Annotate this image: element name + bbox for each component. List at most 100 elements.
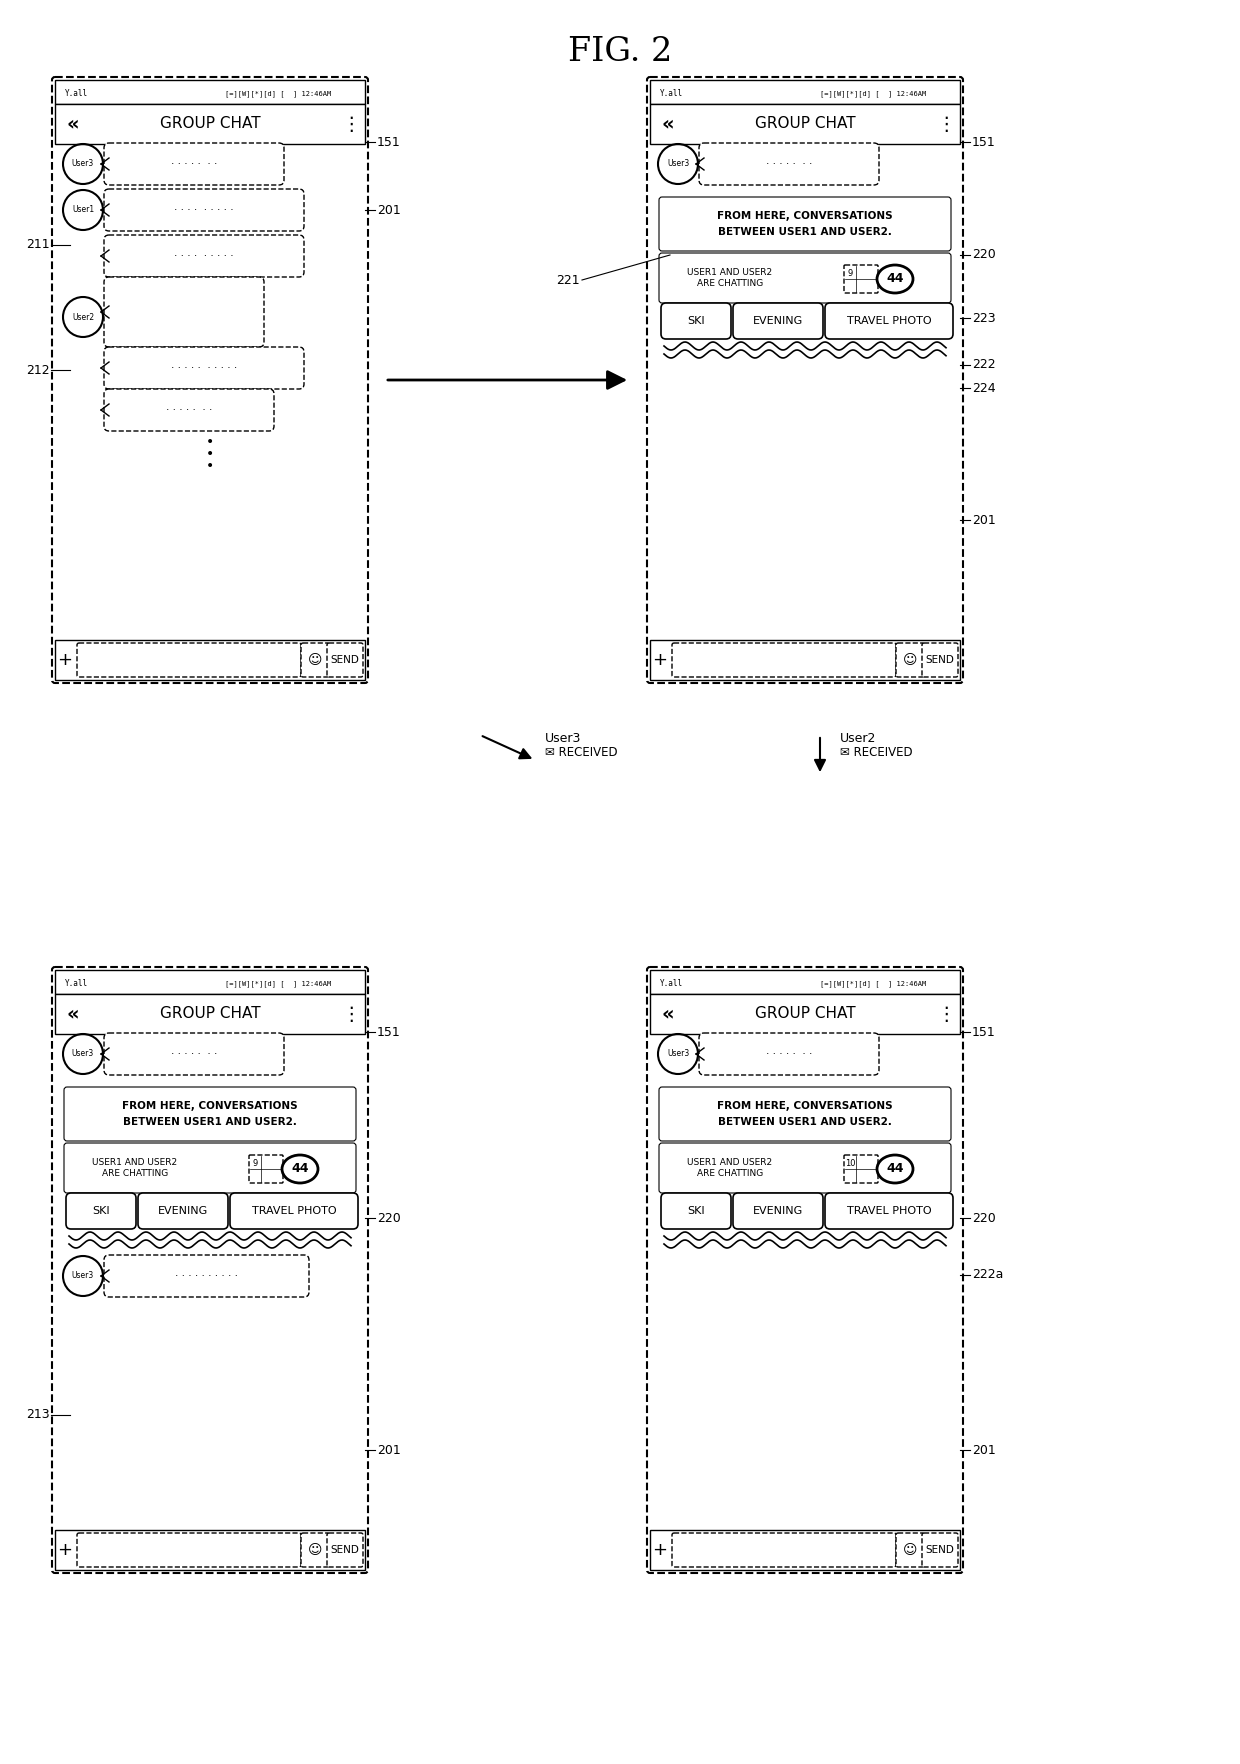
Text: ☺: ☺ [308,653,322,667]
Text: ⋮: ⋮ [936,115,956,134]
Text: 9: 9 [847,270,853,279]
FancyBboxPatch shape [672,644,897,677]
FancyBboxPatch shape [64,1143,356,1192]
Text: · · · · ·  · · · · ·: · · · · · · · · · · [171,363,237,372]
Text: 220: 220 [972,249,996,261]
FancyBboxPatch shape [301,1533,329,1566]
Bar [650,970,960,993]
Text: · · · · ·  · ·: · · · · · · · [766,1050,812,1058]
Bar [55,79,365,104]
Text: 201: 201 [377,203,401,217]
Text: +: + [652,651,667,669]
Text: User3: User3 [546,732,582,744]
FancyBboxPatch shape [923,644,959,677]
Text: Y.all: Y.all [64,979,88,988]
FancyBboxPatch shape [897,1533,924,1566]
FancyBboxPatch shape [104,189,304,231]
FancyBboxPatch shape [897,644,924,677]
FancyBboxPatch shape [672,1533,897,1566]
FancyBboxPatch shape [327,1533,363,1566]
FancyBboxPatch shape [104,277,264,348]
Text: 10: 10 [844,1159,856,1168]
FancyBboxPatch shape [64,1087,356,1141]
Text: User3: User3 [72,159,94,169]
FancyBboxPatch shape [844,1155,878,1184]
Text: ✉ RECEIVED: ✉ RECEIVED [839,746,913,759]
Text: User3: User3 [72,1050,94,1058]
Text: · · · · ·  · ·: · · · · · · · [171,1050,217,1058]
FancyBboxPatch shape [138,1192,228,1230]
FancyBboxPatch shape [104,390,274,430]
Text: · · · · ·  · ·: · · · · · · · [166,406,212,415]
Text: EVENING: EVENING [157,1207,208,1215]
Text: 151: 151 [972,1025,996,1039]
Text: 213: 213 [26,1408,50,1422]
Text: User3: User3 [667,159,689,169]
Text: 223: 223 [972,312,996,325]
Text: 211: 211 [26,238,50,252]
Text: •: • [206,436,215,450]
Ellipse shape [877,265,913,293]
Text: SKI: SKI [687,316,704,326]
FancyBboxPatch shape [104,1254,309,1297]
Text: 151: 151 [377,136,401,148]
FancyBboxPatch shape [658,1087,951,1141]
Text: TRAVEL PHOTO: TRAVEL PHOTO [252,1207,336,1215]
Text: · · · · ·  · ·: · · · · · · · [171,159,217,169]
Text: ☺: ☺ [903,1544,918,1558]
Text: «: « [67,115,79,134]
Text: FROM HERE, CONVERSATIONS: FROM HERE, CONVERSATIONS [717,212,893,220]
FancyBboxPatch shape [658,1143,951,1192]
Text: FIG. 2: FIG. 2 [568,35,672,69]
Text: FROM HERE, CONVERSATIONS: FROM HERE, CONVERSATIONS [717,1101,893,1111]
Text: 44: 44 [887,1162,904,1175]
Text: +: + [652,1542,667,1559]
Text: User2: User2 [72,312,94,321]
Text: SEND: SEND [331,654,360,665]
Text: · · · ·  · · · · ·: · · · · · · · · · [174,205,234,215]
Text: GROUP CHAT: GROUP CHAT [755,1007,856,1021]
Text: +: + [57,1542,72,1559]
Text: Y.all: Y.all [64,88,88,97]
Bar [650,993,960,1034]
Text: [=][W][*][d] [  ] 12:46AM: [=][W][*][d] [ ] 12:46AM [820,90,926,97]
Text: · · · · · · · · · ·: · · · · · · · · · · [175,1272,238,1281]
FancyBboxPatch shape [249,1155,283,1184]
Text: TRAVEL PHOTO: TRAVEL PHOTO [847,1207,931,1215]
Bar [650,640,960,679]
FancyBboxPatch shape [825,1192,954,1230]
Text: USER1 AND USER2
ARE CHATTING: USER1 AND USER2 ARE CHATTING [93,1159,177,1178]
FancyBboxPatch shape [658,252,951,303]
FancyBboxPatch shape [52,78,368,683]
Text: GROUP CHAT: GROUP CHAT [160,116,260,132]
FancyBboxPatch shape [733,303,823,339]
Text: 221: 221 [557,273,580,286]
Text: 44: 44 [887,272,904,286]
FancyBboxPatch shape [327,644,363,677]
Text: 201: 201 [972,513,996,526]
Ellipse shape [877,1155,913,1184]
Text: USER1 AND USER2
ARE CHATTING: USER1 AND USER2 ARE CHATTING [687,268,773,288]
FancyBboxPatch shape [647,78,963,683]
Text: BETWEEN USER1 AND USER2.: BETWEEN USER1 AND USER2. [718,1117,892,1127]
FancyBboxPatch shape [229,1192,358,1230]
Text: SEND: SEND [925,1545,955,1556]
FancyBboxPatch shape [77,644,301,677]
Bar [55,640,365,679]
FancyBboxPatch shape [52,967,368,1573]
Text: 201: 201 [377,1443,401,1457]
Text: ⋮: ⋮ [341,1004,361,1023]
Text: GROUP CHAT: GROUP CHAT [160,1007,260,1021]
Text: · · · · ·  · ·: · · · · · · · [766,159,812,169]
FancyBboxPatch shape [661,1192,732,1230]
FancyBboxPatch shape [104,1034,284,1074]
Text: User3: User3 [667,1050,689,1058]
Bar [650,1529,960,1570]
Text: EVENING: EVENING [753,316,804,326]
Text: 222: 222 [972,358,996,372]
FancyBboxPatch shape [699,1034,879,1074]
Text: [=][W][*][d] [  ] 12:46AM: [=][W][*][d] [ ] 12:46AM [820,979,926,986]
Bar [55,104,365,145]
Text: USER1 AND USER2
ARE CHATTING: USER1 AND USER2 ARE CHATTING [687,1159,773,1178]
Text: User1: User1 [72,205,94,215]
